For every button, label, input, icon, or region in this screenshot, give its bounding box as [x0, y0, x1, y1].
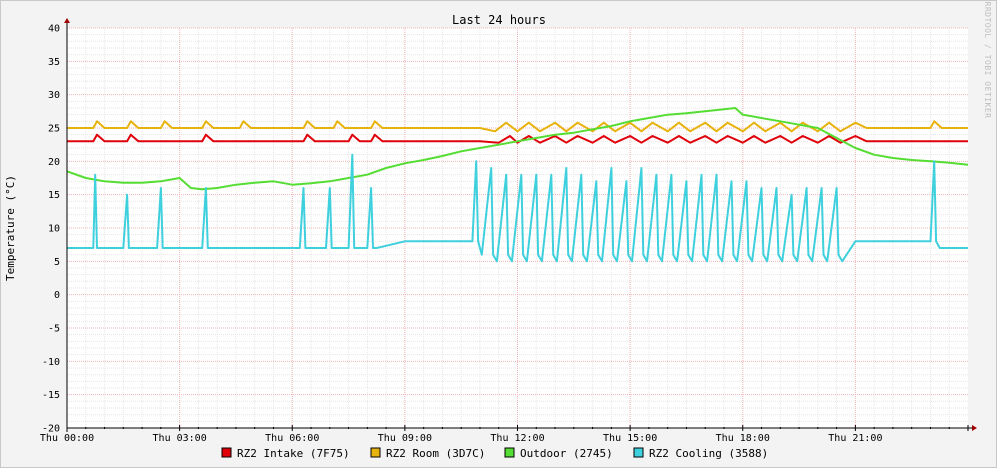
legend-label-3: Outdoor (2745): [520, 447, 613, 460]
legend-swatch-4: [633, 447, 644, 458]
y-tick-label: 40: [48, 24, 60, 35]
x-tick-label: Thu 12:00: [490, 433, 544, 444]
x-tick-label: Thu 15:00: [603, 433, 657, 444]
legend-swatch-1: [221, 447, 232, 458]
y-tick-label: 0: [54, 290, 60, 301]
legend: RZ2 Intake (7F75) RZ2 Room (3D7C) Outdoor …: [221, 447, 768, 460]
y-axis-arrow-icon: [64, 18, 70, 23]
x-axis-arrow-icon: [972, 425, 977, 431]
y-tick-label: 15: [48, 190, 60, 201]
series-line-4: [67, 153, 968, 263]
y-axis-label: Temperature (°C): [4, 175, 17, 281]
y-tick-label: 10: [48, 224, 60, 235]
y-tick-label: -10: [42, 357, 60, 368]
y-tick-label: -5: [48, 324, 60, 335]
watermark: RRDTOOL / TOBI OETIKER: [983, 2, 992, 119]
y-tick-label: 35: [48, 57, 60, 68]
y-tick-label: 30: [48, 90, 60, 101]
y-tick-label: 20: [48, 157, 60, 168]
series-line-3: [66, 107, 969, 191]
x-tick-label: Thu 09:00: [378, 433, 432, 444]
y-tick-label: 25: [48, 124, 60, 135]
series-line-1: [67, 133, 968, 144]
legend-label-4: RZ2 Cooling (3588): [649, 447, 768, 460]
y-tick-label: -20: [42, 424, 60, 435]
legend-label-1: RZ2 Intake (7F75): [237, 447, 350, 460]
chart-title: Last 24 hours: [452, 13, 546, 27]
x-tick-label: Thu 21:00: [828, 433, 882, 444]
x-tick-label: Thu 00:00: [40, 433, 94, 444]
y-tick-label: 5: [54, 257, 60, 268]
x-tick-label: Thu 18:00: [716, 433, 770, 444]
legend-swatch-3: [504, 447, 515, 458]
y-tick-label: -15: [42, 390, 60, 401]
legend-swatch-2: [370, 447, 381, 458]
x-tick-label: Thu 03:00: [153, 433, 207, 444]
x-tick-label: Thu 06:00: [265, 433, 319, 444]
legend-label-2: RZ2 Room (3D7C): [386, 447, 485, 460]
